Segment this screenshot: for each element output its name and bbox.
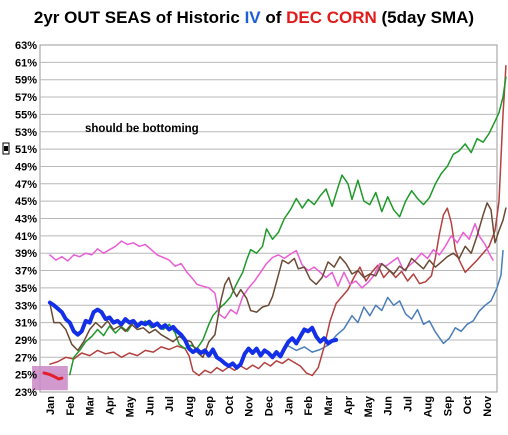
x-tick-label: Aug <box>184 396 196 417</box>
series-line-2010 <box>49 222 494 320</box>
y-tick-label: 39% <box>15 248 37 260</box>
x-tick-label: Feb <box>65 396 77 416</box>
title-part-0: 2yr OUT SEAS of Historic <box>34 8 245 27</box>
y-tick-label: 57% <box>15 92 37 104</box>
y-tick-label: 59% <box>15 75 37 87</box>
series-lines <box>42 65 507 381</box>
x-tick-label: Jun <box>144 396 156 416</box>
y-tick-label: 47% <box>15 179 37 191</box>
annotation-text: should be bottoming <box>85 123 199 135</box>
x-tick-label: Nov <box>244 395 256 417</box>
y-tick-label: 63% <box>15 40 37 52</box>
y-tick-label: 27% <box>15 352 37 364</box>
series-line-2008 <box>49 65 507 377</box>
plot-area <box>32 44 507 393</box>
y-tick-label: 35% <box>15 283 37 295</box>
y-tick-label: 41% <box>15 231 37 243</box>
x-tick-label: Oct <box>224 396 236 415</box>
x-axis: Jan Feb Mar Apr May Jun Jul Aug Sep Oct Nov Dec Jan F… <box>45 395 494 417</box>
x-tick-label: Jun <box>383 396 395 416</box>
x-tick-label: Dec <box>264 396 276 416</box>
x-tick-label: Mar <box>323 395 335 415</box>
x-tick-label: Jul <box>403 396 415 412</box>
y-tick-label: 25% <box>15 370 37 382</box>
y-tick-label: 55% <box>15 109 37 121</box>
y-tick-label: 45% <box>15 196 37 208</box>
y-tick-label: 51% <box>15 144 37 156</box>
x-tick-label: May <box>124 395 136 417</box>
y-tick-label: 23% <box>15 387 37 399</box>
series-line-2013 <box>42 371 64 381</box>
title-part-3: DEC CORN <box>286 8 377 27</box>
chart-title: 2yr OUT SEAS of Historic IV of DEC CORN … <box>34 8 474 27</box>
x-tick-label: Oct <box>462 396 474 415</box>
x-tick-label: Mar <box>85 395 97 415</box>
y-tick-label: 53% <box>15 127 37 139</box>
x-tick-label: Sep <box>204 396 216 416</box>
title-part-4: (5day SMA) <box>377 8 474 27</box>
series-line-2012 <box>47 300 339 370</box>
x-tick-label: Jan <box>283 396 295 415</box>
x-tick-label: Nov <box>482 395 494 417</box>
y-tick-label: 33% <box>15 300 37 312</box>
y-tick-label: 43% <box>15 214 37 226</box>
left-edge-marker <box>2 142 10 155</box>
y-tick-label: 37% <box>15 266 37 278</box>
y-axis: 23% 25% 27% 29% 31% 33% 35% 37% 39% 41% 43% 45% 47% 4… <box>15 40 37 399</box>
title-part-2: of <box>261 8 287 27</box>
x-tick-label: Aug <box>422 396 434 417</box>
x-tick-label: Jul <box>164 396 176 412</box>
x-tick-label: Apr <box>343 395 355 415</box>
y-tick-label: 29% <box>15 335 37 347</box>
x-tick-label: Jan <box>45 396 57 415</box>
y-tick-label: 61% <box>15 57 37 69</box>
title-part-1: IV <box>245 8 262 27</box>
x-tick-label: Apr <box>105 395 117 415</box>
chart-title-text: 2yr OUT SEAS of Historic IV of DEC CORN … <box>34 8 474 27</box>
y-tick-label: 49% <box>15 161 37 173</box>
x-tick-label: Feb <box>303 396 315 416</box>
x-tick-label: May <box>363 395 375 417</box>
x-tick-label: Sep <box>442 396 454 416</box>
y-tick-label: 31% <box>15 318 37 330</box>
series-line-2011 <box>49 202 507 359</box>
